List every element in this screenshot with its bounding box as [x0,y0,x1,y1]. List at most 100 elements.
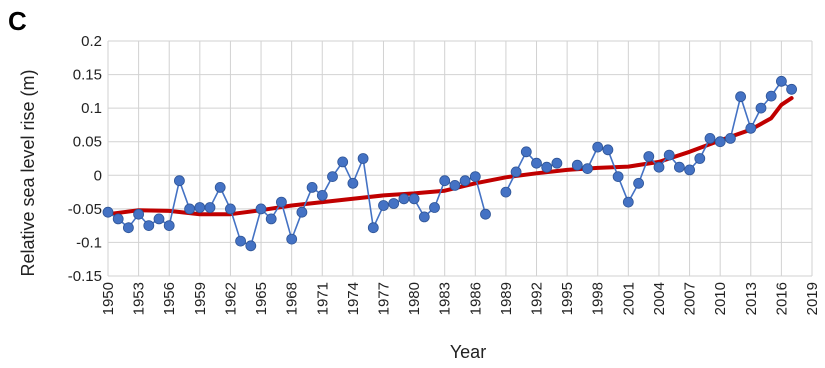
x-tick-label: 1989 [498,282,515,315]
data-point [684,164,695,176]
x-tick-label: 1971 [314,282,331,315]
data-point [663,149,675,161]
x-tick-label: 1998 [590,282,607,315]
data-point [357,153,369,164]
y-tick-label: 0.05 [73,134,102,151]
x-tick-label: 2016 [773,282,790,315]
x-tick-label: 2010 [712,282,729,315]
x-tick-label: 2001 [620,282,637,315]
x-tick-label: 1977 [375,282,392,315]
data-point [776,75,787,87]
data-point [633,177,644,189]
data-point [602,144,614,156]
data-point [112,213,124,225]
data-point [765,90,777,102]
data-point [469,171,481,183]
data-point [204,202,216,213]
x-tick-label: 1983 [437,282,454,315]
data-point [265,213,277,225]
data-point [143,220,155,232]
data-point [306,181,318,193]
panel-label: C [8,6,27,36]
data-point [122,222,134,234]
data-point [449,179,461,191]
data-point [551,157,563,169]
data-point [224,203,236,215]
data-point [714,136,726,148]
data-point [745,122,757,134]
observed-line [107,80,793,247]
data-point [622,196,634,208]
x-tick-label: 1959 [192,282,209,315]
x-tick-label: 1992 [529,282,546,315]
y-tick-labels: 0.2 0.15 0.1 0.05 0 -0.05 -0.1 -0.15 [68,33,102,285]
data-point [194,202,206,213]
x-tick-label: 1965 [253,282,270,315]
data-point [531,157,542,169]
data-point [725,132,736,144]
data-point [612,171,624,183]
data-point [255,203,267,215]
data-point [398,193,410,205]
x-tick-labels: 1950 1953 1956 1959 1962 1965 1968 1971 1974 1977… [100,282,821,315]
data-point [316,189,328,201]
x-axis-title: Year [450,342,486,362]
x-tick-label: 1974 [345,282,362,315]
data-point [480,208,491,220]
data-point [245,240,257,252]
data-point [704,132,716,144]
x-tick-label: 2013 [743,282,760,315]
data-point [786,83,797,95]
data-point [133,208,145,220]
data-point [694,153,706,164]
x-tick-label: 2007 [682,282,699,315]
x-tick-label: 1956 [161,282,178,315]
data-point [173,175,185,187]
y-tick-label: -0.05 [68,201,102,218]
gridlines [107,40,813,277]
data-point [755,102,767,114]
x-tick-label: 1986 [467,282,484,315]
data-point [459,175,471,187]
data-point [102,206,114,218]
data-point [510,166,522,178]
data-point [418,211,430,223]
data-point [163,220,175,232]
data-point [735,91,746,103]
data-point [582,163,593,175]
data-point [643,151,655,162]
data-point [327,171,338,183]
data-point [653,161,665,173]
x-tick-label: 1953 [131,282,148,315]
data-point [337,156,349,168]
x-tick-label: 1995 [559,282,576,315]
data-point [571,159,583,171]
y-axis-title: Relative sea level rise (m) [18,69,38,276]
x-tick-label: 2004 [651,282,668,315]
data-point [439,175,451,187]
y-tick-label: -0.15 [68,268,102,285]
x-tick-label: 2019 [804,282,821,315]
x-tick-label: 1968 [284,282,301,315]
data-point [388,198,400,209]
x-tick-label: 1980 [406,282,423,315]
data-point [500,186,512,198]
x-tick-label: 1950 [100,282,117,315]
data-point [408,193,420,205]
data-point [592,141,604,153]
y-tick-label: -0.1 [76,234,102,251]
y-tick-label: 0 [94,167,102,184]
data-point [378,200,389,211]
data-point [235,235,247,247]
data-point [184,203,196,215]
data-point [296,206,308,218]
data-point [153,213,165,225]
x-tick-label: 1962 [222,282,239,315]
y-tick-label: 0.1 [81,100,102,117]
data-point [214,181,226,193]
trend-series [106,96,794,217]
data-point [429,202,440,213]
data-point [347,177,359,189]
y-tick-label: 0.15 [73,67,102,84]
trend-line [106,96,794,217]
